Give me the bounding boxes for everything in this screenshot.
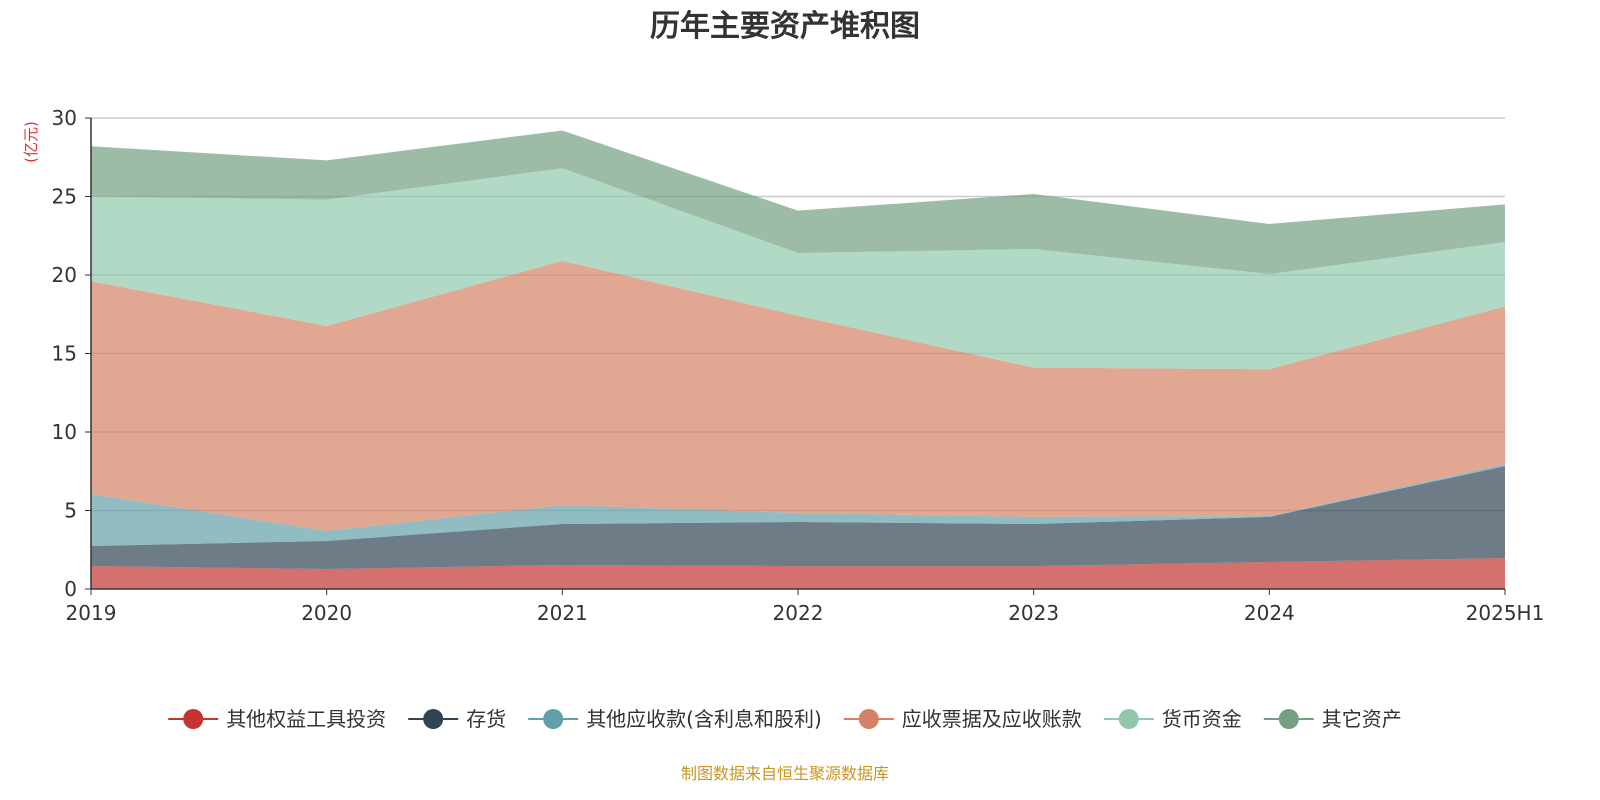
x-tick-label: 2019 — [66, 601, 117, 625]
x-tick-label: 2024 — [1244, 601, 1295, 625]
legend-item[interactable]: 存货 — [408, 707, 506, 731]
legend-circle-icon — [858, 709, 879, 729]
y-tick-label: 20 — [52, 263, 77, 287]
y-tick-label: 15 — [52, 342, 77, 366]
legend-label: 存货 — [466, 707, 506, 731]
y-tick-label: 5 — [64, 499, 77, 523]
x-tick-label: 2025H1 — [1466, 601, 1545, 625]
legend-label: 货币资金 — [1162, 707, 1242, 731]
legend-circle-icon — [423, 709, 444, 729]
legend-item[interactable]: 其它资产 — [1263, 707, 1402, 731]
y-tick-label: 10 — [52, 420, 77, 444]
legend-item[interactable]: 应收票据及应收账款 — [843, 707, 1082, 731]
chart-title: 历年主要资产堆积图 — [650, 9, 920, 44]
legend-item[interactable]: 其他应收款(含利息和股利) — [528, 707, 822, 731]
legend-item[interactable]: 其他权益工具投资 — [168, 707, 386, 731]
y-axis-unit: (亿元) — [22, 121, 40, 163]
legend-label: 其他应收款(含利息和股利) — [586, 707, 822, 731]
area-series-3 — [91, 260, 1505, 531]
legend-label: 其它资产 — [1322, 707, 1402, 731]
x-tick-label: 2022 — [773, 601, 824, 625]
area-series-2 — [91, 464, 1505, 546]
legend-circle-icon — [543, 709, 564, 729]
legend-circle-icon — [1278, 709, 1299, 729]
area-series-5 — [91, 130, 1505, 275]
area-series-4 — [91, 168, 1505, 370]
legend-circle-icon — [183, 709, 204, 729]
area-series-1 — [91, 466, 1505, 570]
x-tick-label: 2023 — [1008, 601, 1059, 625]
x-tick-label: 2020 — [301, 601, 352, 625]
legend-circle-icon — [1118, 709, 1139, 729]
y-tick-label: 0 — [64, 577, 77, 601]
y-tick-label: 25 — [52, 185, 77, 209]
legend-label: 应收票据及应收账款 — [902, 707, 1082, 731]
x-tick-label: 2021 — [537, 601, 588, 625]
y-tick-label: 30 — [52, 106, 77, 130]
source-note: 制图数据来自恒生聚源数据库 — [681, 764, 889, 783]
legend-item[interactable]: 货币资金 — [1103, 707, 1242, 731]
legend-label: 其他权益工具投资 — [226, 707, 386, 731]
area-series-0 — [91, 558, 1505, 589]
